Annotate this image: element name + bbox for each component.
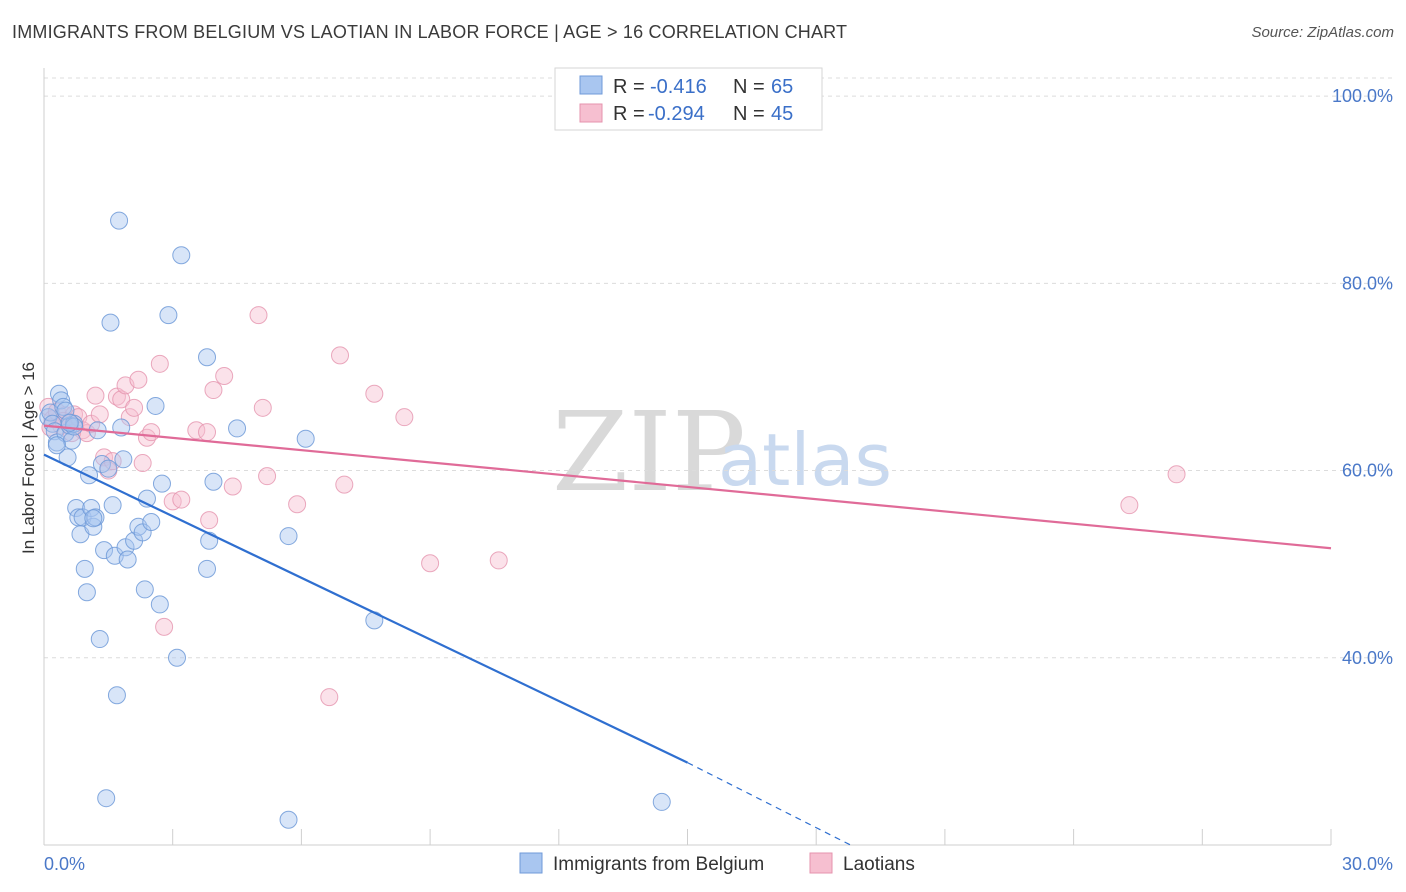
laotians-point-42: [365, 384, 384, 403]
laotians-point-41: [335, 475, 354, 494]
source-credit: Source: ZipAtlas.com: [1251, 24, 1394, 41]
belgium-point-44: [146, 396, 165, 415]
belgium-point-59: [652, 792, 671, 811]
laotians-point-47: [1167, 465, 1186, 484]
belgium-point-43: [142, 513, 161, 532]
belgium-point-45: [150, 595, 169, 614]
belgium-trendline-extension: [687, 762, 851, 846]
legend-swatch-belgium: [579, 75, 603, 95]
belgium-point-56: [279, 810, 298, 829]
watermark-atlas: atlas: [718, 418, 892, 502]
belgium-point-60: [56, 401, 75, 420]
laotians-point-20: [125, 398, 144, 417]
legend-r-value-2: -0.294: [648, 103, 705, 125]
laotians-point-37: [258, 467, 277, 486]
y-tick-label-40: 40.0%: [1342, 648, 1393, 668]
y-axis-label: In Labor Force | Age > 16: [19, 362, 38, 554]
laotians-trendline: [43, 424, 1332, 550]
bottom-legend-swatch-belgium: [519, 852, 543, 874]
laotians-point-22: [133, 454, 152, 473]
bottom-legend-label-belgium: Immigrants from Belgium: [553, 854, 764, 875]
belgium-trendline: [43, 453, 688, 764]
laotians-point-44: [421, 554, 440, 573]
laotians-point-26: [155, 617, 174, 636]
belgium-point-28: [99, 459, 118, 478]
y-tick-labels: 40.0% 60.0% 80.0% 100.0%: [1332, 86, 1393, 668]
y-tick-label-100: 100.0%: [1332, 86, 1393, 106]
legend-swatch-laotians: [579, 103, 603, 123]
x-tick-label-end: 30.0%: [1342, 854, 1393, 874]
belgium-point-26: [95, 541, 114, 560]
belgium-point-48: [167, 648, 186, 667]
belgium-point-17: [75, 559, 94, 578]
laotians-point-31: [200, 511, 219, 530]
belgium-point-18: [77, 583, 96, 602]
belgium-point-37: [118, 550, 137, 569]
laotians-point-38: [288, 495, 307, 514]
belgium-point-55: [279, 527, 298, 546]
belgium-point-50: [198, 348, 217, 367]
legend-n-label-1: N =: [733, 76, 765, 98]
laotians-point-34: [223, 477, 242, 496]
laotians-point-40: [331, 346, 350, 365]
trendlines: [43, 424, 1332, 846]
bottom-legend-label-laotians: Laotians: [843, 854, 915, 875]
laotians-point-30: [198, 423, 217, 442]
laotians-point-32: [204, 381, 223, 400]
belgium-point-41: [135, 580, 154, 599]
laotians-point-17: [112, 390, 131, 409]
belgium-point-24: [90, 630, 109, 649]
legend-n-value-2: 45: [771, 103, 793, 125]
laotians-point-28: [172, 490, 191, 509]
belgium-point-30: [103, 496, 122, 515]
belgium-point-51: [198, 559, 217, 578]
belgium-point-25: [92, 454, 111, 473]
laotians-point-11: [86, 386, 105, 405]
laotians-point-43: [395, 408, 414, 427]
belgium-points: [39, 211, 671, 829]
y-tick-label-60: 60.0%: [1342, 461, 1393, 481]
belgium-point-54: [228, 419, 247, 438]
legend-r-label-1: R =: [613, 76, 645, 98]
correlation-legend: R = -0.416 N = 65 R = -0.294 N = 45: [554, 67, 823, 131]
chart-title: IMMIGRANTS FROM BELGIUM VS LAOTIAN IN LA…: [12, 22, 848, 42]
laotians-point-36: [253, 398, 272, 417]
belgium-point-49: [172, 246, 191, 265]
y-tick-label-80: 80.0%: [1342, 273, 1393, 293]
belgium-point-53: [204, 472, 223, 491]
legend-n-value-1: 65: [771, 76, 793, 98]
belgium-point-27: [97, 789, 116, 808]
laotians-point-45: [489, 551, 508, 570]
laotians-point-39: [320, 688, 339, 707]
belgium-point-35: [114, 450, 133, 469]
laotians-point-21: [129, 370, 148, 389]
belgium-point-57: [296, 429, 315, 448]
belgium-point-29: [101, 313, 120, 332]
x-tick-label-start: 0.0%: [44, 854, 85, 874]
series-legend: Immigrants from Belgium Laotians: [519, 852, 915, 875]
belgium-point-32: [107, 686, 126, 705]
legend-r-value-1: -0.416: [650, 76, 707, 98]
belgium-point-46: [152, 474, 171, 493]
laotians-point-12: [90, 405, 109, 424]
belgium-point-33: [110, 211, 129, 230]
x-axis-ticks: [43, 829, 1332, 845]
laotians-point-25: [150, 354, 169, 373]
legend-r-label-2: R =: [613, 103, 645, 125]
belgium-point-6: [52, 391, 71, 410]
belgium-point-63: [47, 436, 66, 455]
laotians-point-33: [215, 366, 234, 385]
laotians-point-46: [1120, 496, 1139, 515]
watermark-zip: ZIP: [552, 388, 746, 516]
gridlines: [44, 77, 1393, 659]
belgium-point-47: [159, 306, 178, 325]
belgium-point-62: [84, 509, 103, 528]
laotians-point-35: [249, 306, 268, 325]
bottom-legend-swatch-laotians: [809, 852, 833, 874]
legend-n-label-2: N =: [733, 103, 765, 125]
laotians-point-24: [142, 423, 161, 442]
